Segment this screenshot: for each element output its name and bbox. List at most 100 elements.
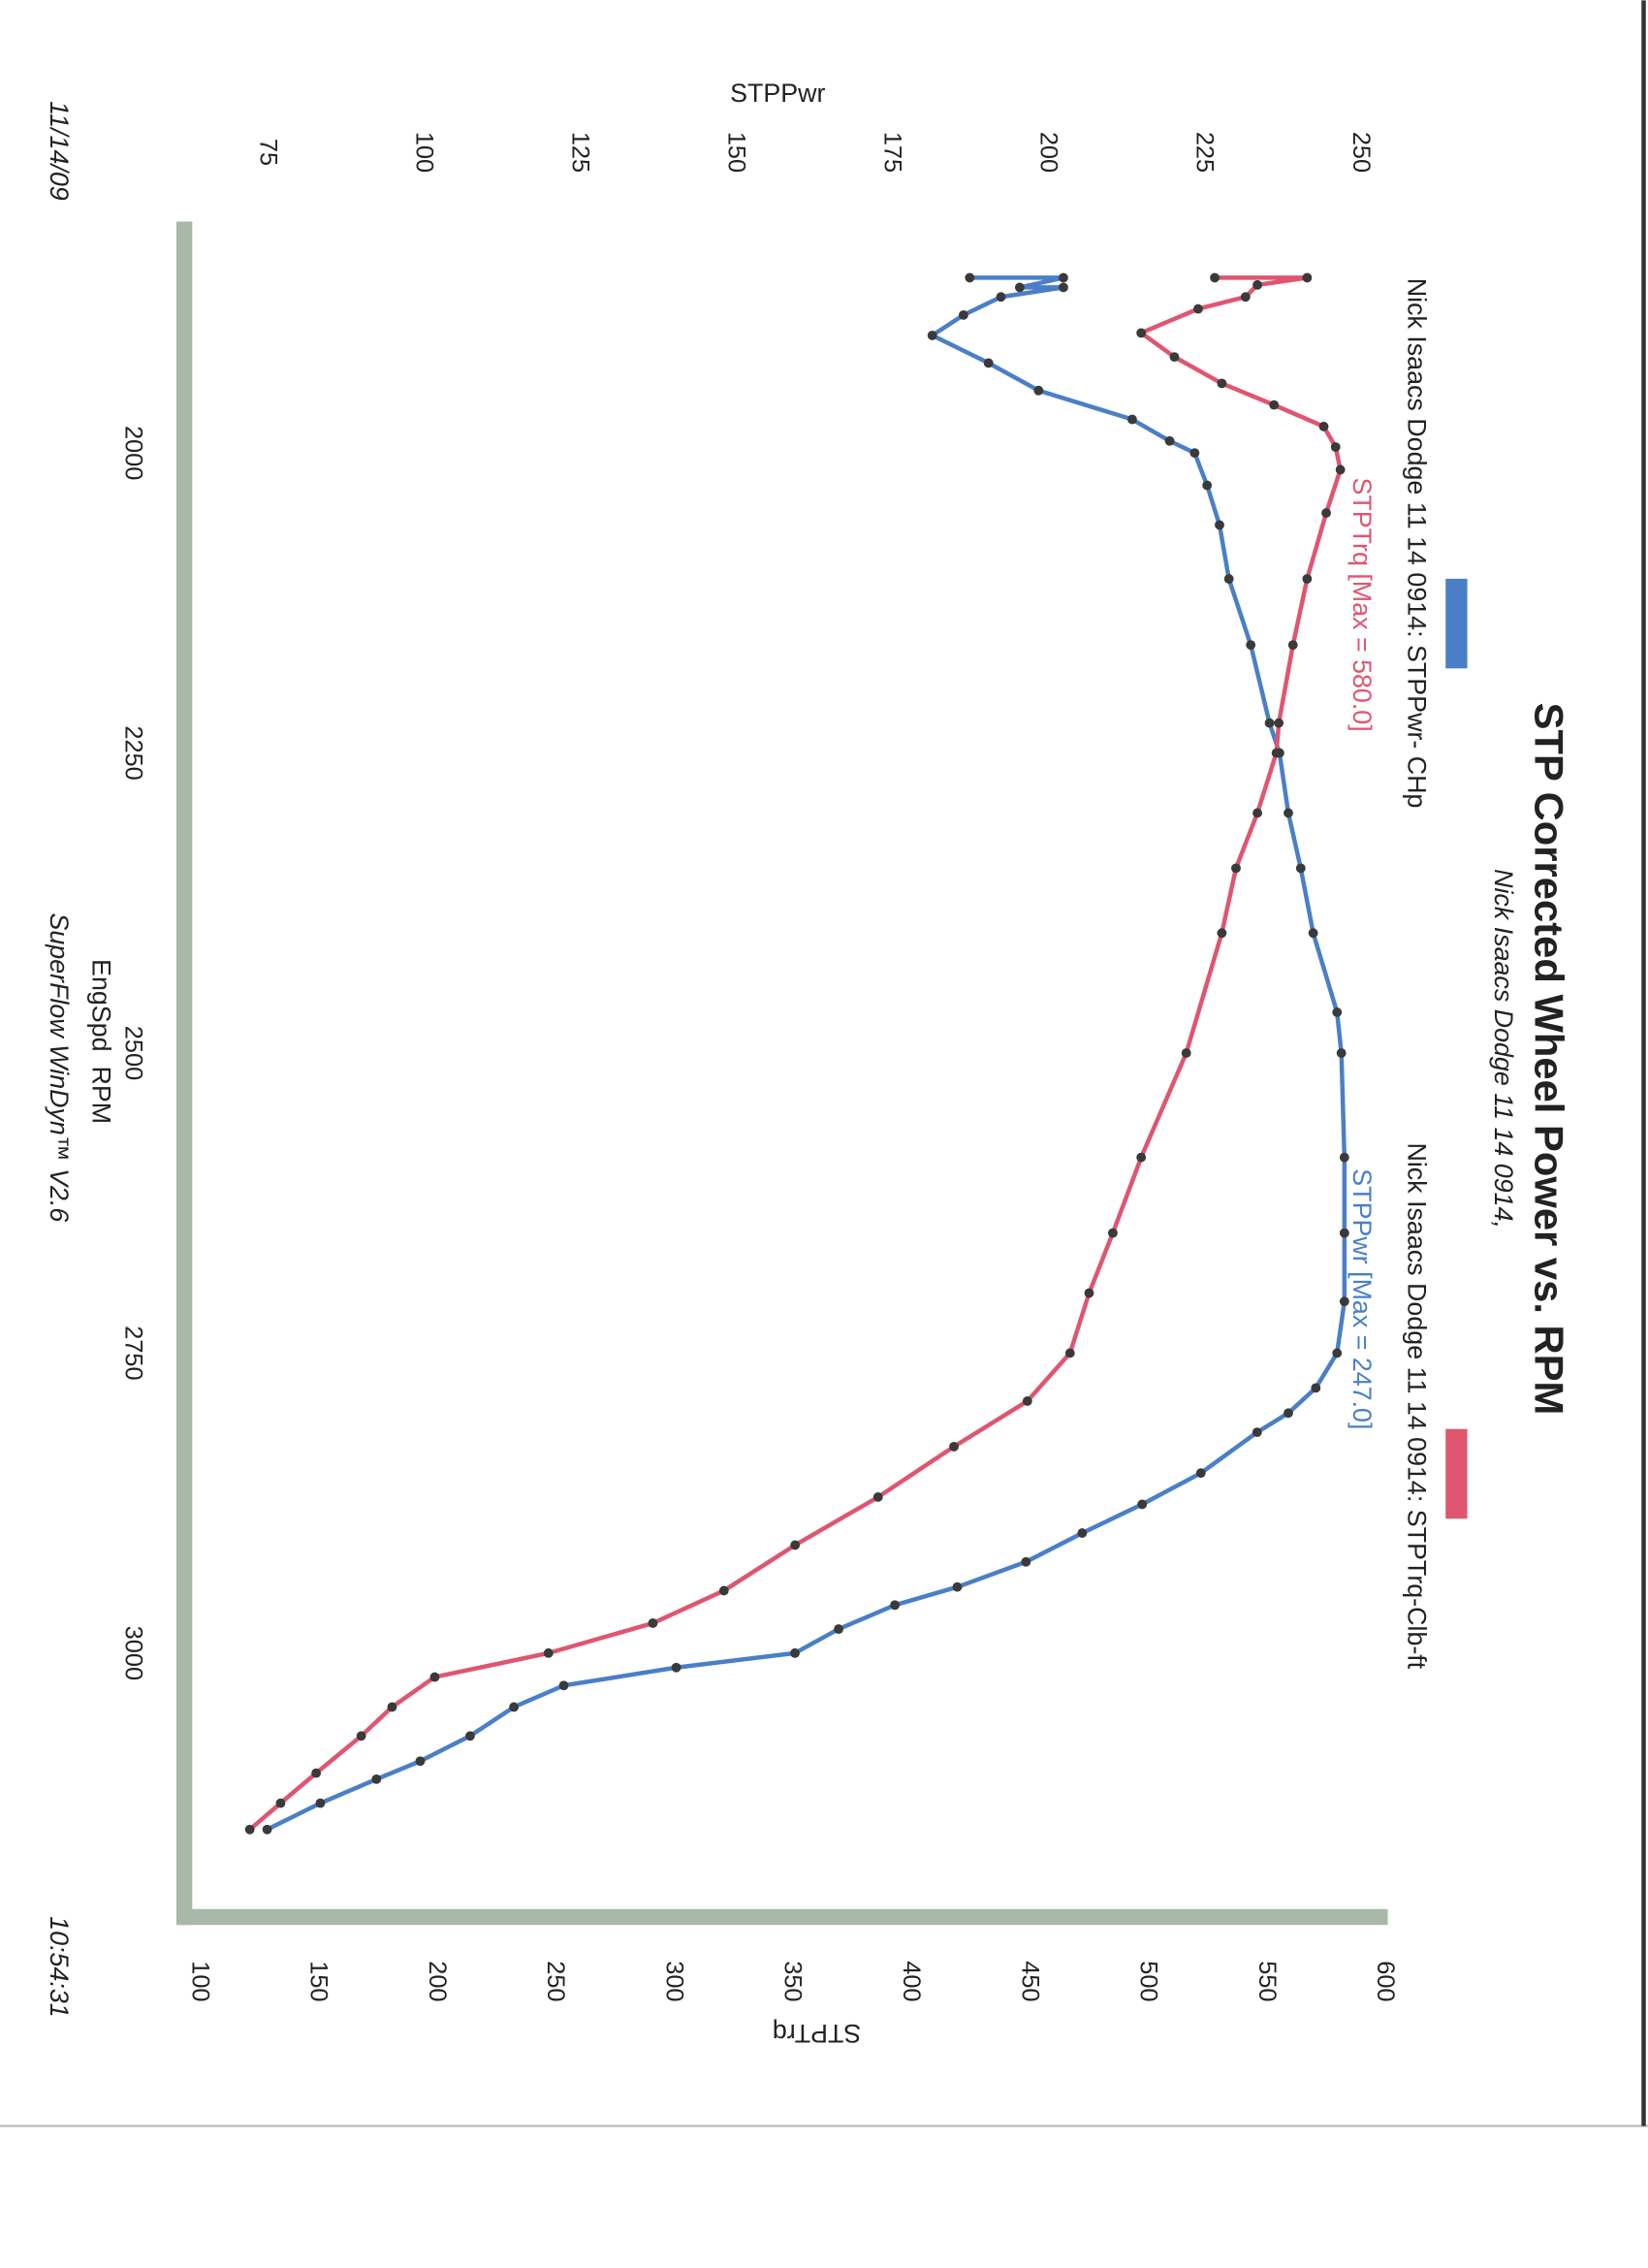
power-max-annotation: STPPwr [Max = 247.0] xyxy=(1347,1168,1377,1429)
right-tick-label: 350 xyxy=(779,1961,807,2001)
data-point-stptrq xyxy=(1240,292,1251,303)
data-point-stppwr xyxy=(415,1756,426,1767)
data-point-stptrq xyxy=(1302,272,1313,283)
data-point-stppwr xyxy=(558,1680,569,1691)
data-point-stppwr xyxy=(1215,520,1224,530)
left-tick-label: 200 xyxy=(1035,132,1062,173)
data-point-stptrq xyxy=(1169,352,1180,363)
data-point-stppwr xyxy=(1252,1427,1262,1438)
data-point-stppwr xyxy=(1137,1499,1148,1510)
data-point-stppwr xyxy=(1264,718,1275,728)
legend-label-torque: Nick Isaacs Dodge 11 14 0914: STPTrq-Clb… xyxy=(1402,1142,1431,1669)
data-point-stppwr xyxy=(983,358,994,368)
data-point-stptrq xyxy=(311,1768,322,1778)
data-point-stppwr xyxy=(671,1662,681,1673)
data-point-stppwr xyxy=(890,1600,900,1611)
x-tick-label: 2000 xyxy=(120,426,147,480)
left-tick-label: 125 xyxy=(567,132,594,173)
right-tick-label: 300 xyxy=(660,1961,687,2001)
data-point-stptrq xyxy=(1136,1152,1147,1163)
data-point-stppwr xyxy=(834,1624,843,1635)
data-point-stppwr xyxy=(1295,863,1306,874)
data-point-stptrq xyxy=(1231,863,1241,874)
data-point-stppwr xyxy=(1336,1048,1347,1058)
data-point-stppwr xyxy=(1033,385,1044,396)
data-point-stppwr xyxy=(1059,272,1068,283)
software-label: SuperFlow WinDyn™ V2.6 xyxy=(45,912,74,1222)
data-point-stptrq xyxy=(1287,640,1298,651)
data-point-stptrq xyxy=(1252,279,1262,290)
torque-max-annotation: STPTrq [Max = 580.0] xyxy=(1347,477,1377,731)
rpm-axis-bar xyxy=(175,221,193,1926)
data-point-stppwr xyxy=(1189,448,1200,459)
series-line-stptrq xyxy=(248,275,1343,1832)
data-point-stptrq xyxy=(872,1492,883,1502)
left-tick-label: 100 xyxy=(410,132,437,173)
data-point-stppwr xyxy=(1202,480,1213,491)
data-point-stppwr xyxy=(1127,414,1137,425)
chart-subtitle: Nick Isaacs Dodge 11 14 0914, xyxy=(1489,869,1518,1229)
data-point-stptrq xyxy=(1084,1288,1094,1298)
right-tick-label: 150 xyxy=(305,1961,333,2001)
data-point-stptrq xyxy=(1252,808,1262,818)
x-tick-label: 3000 xyxy=(120,1626,147,1680)
left-tick-label: 150 xyxy=(723,132,750,173)
right-tick-label: 500 xyxy=(1135,1961,1162,2001)
data-point-stppwr xyxy=(1339,1296,1349,1307)
legend-swatch-power xyxy=(1445,578,1468,669)
data-point-stppwr xyxy=(1332,1007,1343,1017)
data-point-stppwr xyxy=(1339,1228,1349,1238)
data-point-stptrq xyxy=(1217,378,1227,389)
data-point-stppwr xyxy=(371,1773,382,1784)
left-tick-label: 175 xyxy=(879,132,906,173)
data-point-stppwr xyxy=(1164,435,1175,446)
data-point-stppwr xyxy=(1195,1468,1206,1479)
data-point-stptrq xyxy=(1108,1228,1118,1238)
data-point-stptrq xyxy=(1330,442,1341,452)
data-point-stptrq xyxy=(790,1540,801,1550)
data-point-stppwr xyxy=(1223,574,1234,584)
data-point-stptrq xyxy=(429,1672,440,1682)
left-tick-label: 225 xyxy=(1191,132,1219,173)
legend-swatch-torque xyxy=(1445,1428,1468,1519)
data-point-stptrq xyxy=(1022,1396,1032,1406)
data-point-stppwr xyxy=(1246,640,1256,651)
x-tick-label: 2500 xyxy=(120,1026,147,1080)
data-point-stptrq xyxy=(1269,399,1280,410)
left-tick-label: 75 xyxy=(254,139,281,166)
date-label: 11/14/09 xyxy=(45,101,74,201)
data-point-stptrq xyxy=(1271,748,1282,758)
data-point-stppwr xyxy=(1284,1408,1293,1419)
data-point-stppwr xyxy=(1014,282,1025,293)
right-axis-title: STPTrq xyxy=(773,2019,861,2048)
data-point-stptrq xyxy=(1321,508,1331,518)
right-tick-label: 450 xyxy=(1016,1961,1043,2001)
data-point-stptrq xyxy=(275,1798,286,1808)
right-tick-label: 200 xyxy=(424,1961,451,2001)
data-point-stppwr xyxy=(952,1581,963,1592)
data-point-stptrq xyxy=(1181,1048,1191,1058)
data-point-stptrq xyxy=(718,1585,729,1596)
data-point-stptrq xyxy=(1193,303,1203,314)
data-point-stppwr xyxy=(465,1731,475,1741)
data-point-stptrq xyxy=(1302,574,1313,584)
left-axis-title: STPPwr xyxy=(730,79,825,108)
left-tick-label: 250 xyxy=(1347,132,1375,173)
right-tick-label: 550 xyxy=(1253,1961,1281,2001)
right-tick-label: 400 xyxy=(898,1961,925,2001)
data-point-stppwr xyxy=(965,272,975,283)
data-point-stppwr xyxy=(996,292,1006,303)
data-point-stptrq xyxy=(1274,718,1284,728)
data-point-stptrq xyxy=(1335,464,1346,475)
data-point-stppwr xyxy=(315,1798,326,1808)
x-tick-label: 2750 xyxy=(120,1326,147,1380)
right-tick-label: 250 xyxy=(542,1961,569,2001)
x-tick-label: 2250 xyxy=(120,725,147,780)
data-point-stptrq xyxy=(244,1824,255,1835)
data-point-stppwr xyxy=(1332,1348,1343,1358)
right-tick-label: 600 xyxy=(1372,1961,1399,2001)
data-point-stptrq xyxy=(1136,328,1147,338)
data-point-stptrq xyxy=(543,1647,554,1658)
data-point-stptrq xyxy=(949,1441,959,1452)
